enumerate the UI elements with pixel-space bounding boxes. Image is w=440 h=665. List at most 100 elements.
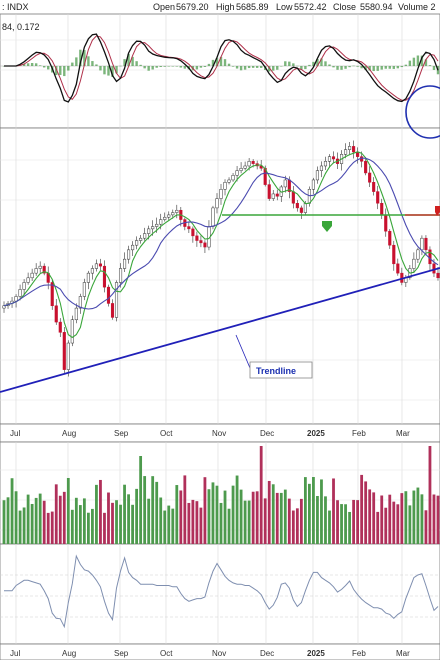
- macd-histogram-bar: [272, 66, 275, 71]
- candle-body: [118, 268, 123, 283]
- candle-body: [62, 332, 66, 370]
- volume-bar: [195, 501, 199, 544]
- low-value: 5572.42: [294, 2, 327, 12]
- volume-bar: [203, 477, 207, 544]
- macd-histogram-bar: [123, 59, 126, 66]
- candle-body: [331, 156, 336, 160]
- volume-bar: [396, 504, 400, 544]
- rsi-line: [4, 554, 439, 629]
- volume-bar: [34, 497, 38, 544]
- candle-body: [319, 165, 324, 171]
- volume-bar: [344, 504, 347, 544]
- volume-bar: [139, 456, 143, 544]
- macd-histogram-bar: [420, 55, 424, 66]
- candle-body: [151, 226, 155, 230]
- date-tick-label: Nov: [212, 429, 226, 438]
- volume-bar: [376, 511, 380, 544]
- volume-bars: [2, 446, 440, 544]
- volume-bar: [70, 509, 74, 544]
- date-tick-label-bottom: Oct: [160, 649, 173, 658]
- symbol-label: : INDX: [2, 2, 29, 12]
- candle-body: [139, 237, 143, 241]
- volume-bar: [66, 477, 70, 544]
- macd-histogram-bar: [147, 66, 150, 71]
- volume-bar: [38, 493, 42, 544]
- macd-histogram-bar: [87, 56, 90, 66]
- candle-body: [203, 242, 207, 248]
- volume-bar: [416, 487, 420, 544]
- candle-body: [323, 161, 328, 167]
- candle-body: [50, 282, 54, 307]
- macd-histogram-bar: [55, 66, 58, 76]
- macd-histogram-bar: [207, 63, 211, 66]
- candle-body: [14, 296, 18, 302]
- candle-body: [38, 265, 42, 269]
- candle-body: [167, 214, 171, 218]
- candle-body: [66, 342, 70, 370]
- macd-histogram-bar: [155, 66, 158, 68]
- volume-bar: [127, 494, 130, 544]
- date-tick-label: Dec: [260, 429, 274, 438]
- volume-bar: [267, 480, 271, 544]
- candle-body: [18, 289, 22, 297]
- volume-bar: [159, 497, 163, 544]
- candle-body: [102, 265, 107, 288]
- macd-histogram-bar: [268, 66, 271, 72]
- macd-histogram-bar: [199, 66, 203, 68]
- volume-bar: [123, 484, 126, 544]
- volume-bar: [408, 505, 412, 544]
- macd-histogram-bar: [255, 66, 259, 68]
- volume-bar: [175, 485, 179, 544]
- volume-bar: [211, 482, 215, 544]
- date-tick-label-bottom: Feb: [352, 649, 366, 658]
- candle-body: [424, 237, 428, 251]
- macd-histogram-bar: [292, 63, 295, 66]
- volume-bar: [388, 494, 392, 544]
- macd-histogram-bar: [79, 49, 82, 66]
- candle-body: [187, 226, 191, 230]
- highlight-circle: [405, 85, 440, 139]
- volume-bar: [420, 494, 424, 544]
- candle-body: [348, 146, 352, 150]
- macd-histogram-bar: [384, 66, 387, 69]
- date-tick-label: Mar: [396, 429, 410, 438]
- macd-histogram-bar: [99, 66, 102, 71]
- volume-bar: [62, 491, 66, 544]
- volume-bar: [147, 498, 151, 544]
- volume-bar: [291, 510, 295, 544]
- candle-body: [127, 249, 131, 260]
- candle-body: [384, 214, 388, 232]
- high-label: High: [216, 2, 235, 12]
- rsi-panel: [0, 543, 440, 645]
- date-tick-label: Feb: [352, 429, 366, 438]
- volume-bar: [308, 483, 311, 544]
- volume-bar: [111, 502, 114, 544]
- candle-body: [259, 165, 263, 169]
- volume-bar: [348, 511, 351, 544]
- macd-histogram-bar: [119, 65, 122, 67]
- macd-histogram-bar: [235, 66, 239, 69]
- volume-bar: [107, 492, 110, 544]
- date-tick-label: 2025: [307, 429, 325, 438]
- volume-bar: [364, 481, 368, 544]
- volume-bar: [320, 479, 323, 544]
- candle-body: [131, 244, 135, 251]
- macd-histogram-bar: [308, 64, 311, 66]
- volume-bar: [30, 503, 34, 544]
- candle-body: [191, 228, 195, 237]
- candle-body: [372, 182, 376, 192]
- volume-bar: [26, 494, 30, 544]
- macd-histogram-bar: [312, 61, 315, 66]
- macd-histogram-bar: [352, 65, 355, 67]
- macd-histogram-bar: [251, 66, 255, 68]
- candle-body: [235, 170, 239, 176]
- volume-bar: [380, 495, 384, 544]
- candle-body: [368, 172, 372, 183]
- volume-bar: [235, 475, 239, 544]
- date-tick-label: Aug: [62, 429, 76, 438]
- date-tick-label-bottom: Aug: [62, 649, 76, 658]
- macd-histogram-bar: [135, 61, 138, 66]
- macd-histogram-bar: [247, 66, 251, 69]
- candle-body: [303, 202, 307, 213]
- open-value: 5679.20: [176, 2, 209, 12]
